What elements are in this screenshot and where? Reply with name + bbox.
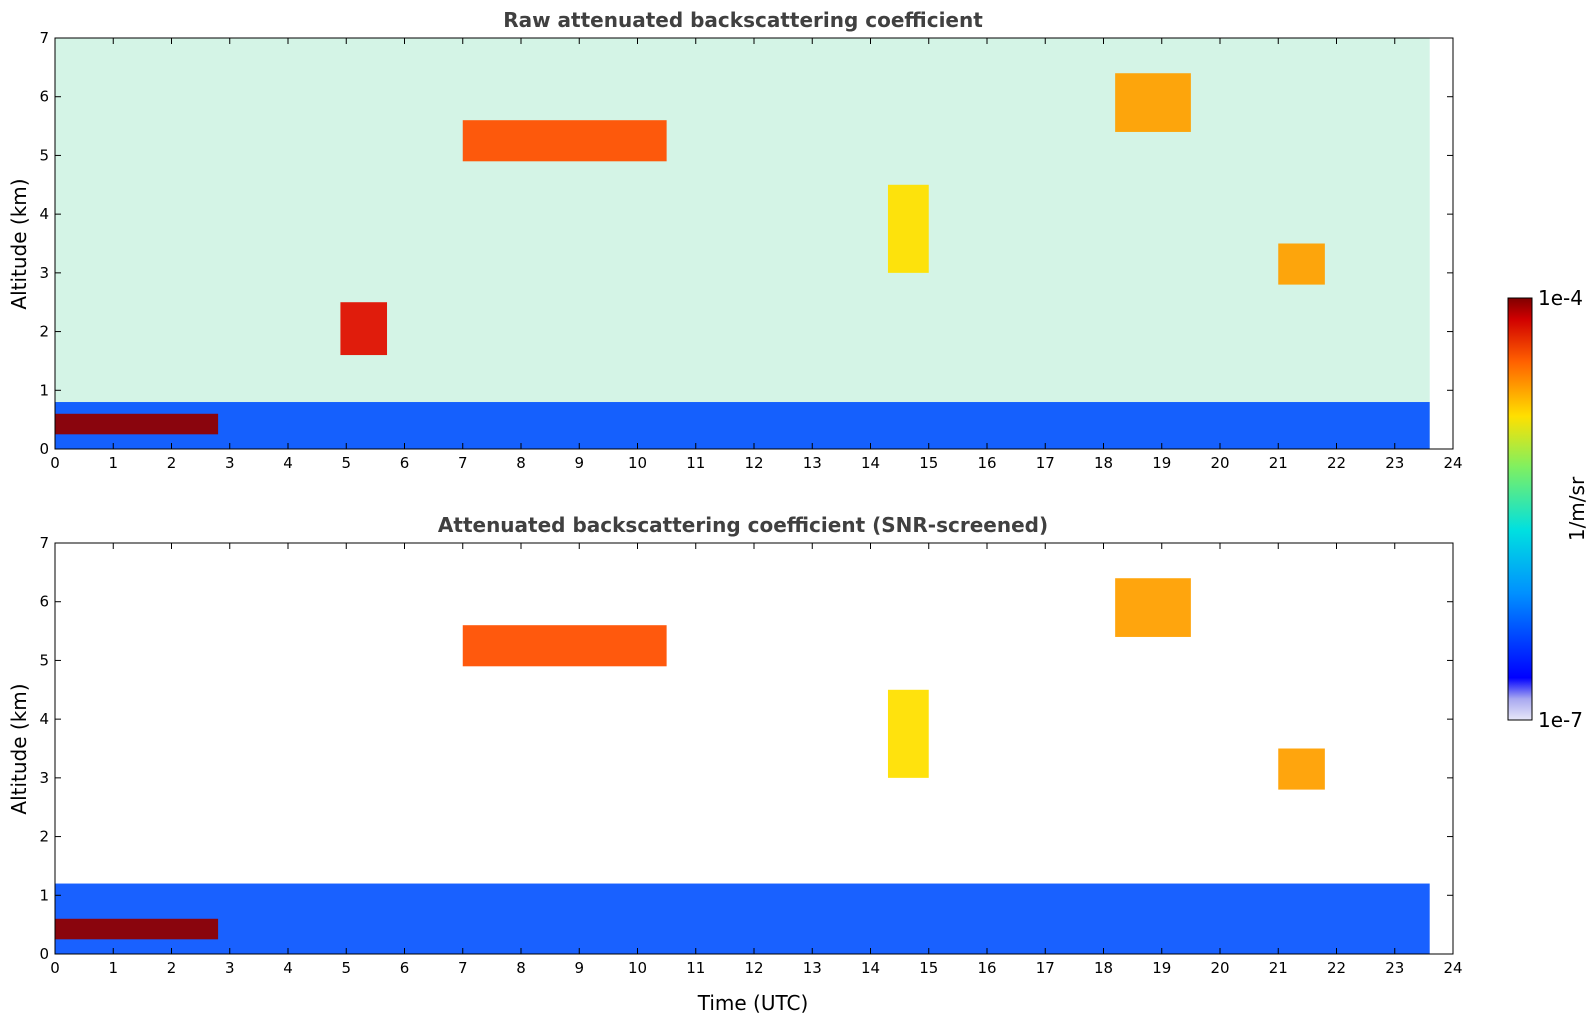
- x-tick-label: 18: [1094, 454, 1113, 472]
- x-tick-label: 0: [50, 454, 60, 472]
- x-tick-label: 7: [458, 959, 468, 977]
- x-tick-label: 5: [341, 454, 351, 472]
- x-tick-label: 19: [1152, 454, 1171, 472]
- panel-2-y-label: Altitude (km): [7, 683, 31, 814]
- x-tick-label: 9: [574, 959, 584, 977]
- panel-1-title: Raw attenuated backscattering coefficien…: [503, 8, 983, 32]
- y-tick-label: 3: [39, 264, 49, 282]
- heatmap-feature-cirrus: [887, 184, 929, 273]
- y-tick-label: 4: [39, 710, 49, 728]
- y-tick-label: 7: [39, 534, 49, 552]
- y-tick-label: 2: [39, 828, 49, 846]
- panel-1-y-axis: 0 1 2 3 4 5 6 7: [39, 29, 1453, 458]
- x-tick-label: 12: [744, 959, 763, 977]
- heatmap-feature-low-cloud: [55, 918, 219, 940]
- heatmap-feature-boundary-layer: [55, 402, 1430, 449]
- heatmap-feature-cirrus: [1278, 243, 1325, 285]
- x-tick-label: 21: [1269, 959, 1288, 977]
- x-tick-label: 21: [1269, 454, 1288, 472]
- x-tick-label: 6: [400, 959, 410, 977]
- x-tick-label: 22: [1327, 959, 1346, 977]
- x-tick-label: 22: [1327, 454, 1346, 472]
- panel-1-x-axis: 0 1 2 3 4 5 6 7 8 9 10 11 12 13 14 15 16 17 18 19 20 21 22 23 24: [50, 38, 1463, 472]
- y-tick-label: 6: [39, 88, 49, 106]
- x-tick-label: 24: [1443, 959, 1462, 977]
- heatmap-feature-cirrus: [462, 625, 667, 667]
- heatmap-feature-cirrus: [1115, 578, 1191, 637]
- x-tick-label: 20: [1210, 454, 1229, 472]
- colorbar-max-label: 1e-4: [1538, 286, 1583, 310]
- colorbar-min-label: 1e-7: [1538, 708, 1583, 732]
- heatmap-feature-mid-cloud: [340, 302, 388, 356]
- panel-2-heatmap: [55, 578, 1430, 954]
- x-tick-label: 24: [1443, 454, 1462, 472]
- y-tick-label: 3: [39, 769, 49, 787]
- heatmap-feature-cirrus: [462, 120, 667, 162]
- x-tick-label: 19: [1152, 959, 1171, 977]
- x-tick-label: 14: [861, 454, 880, 472]
- x-tick-label: 11: [686, 959, 705, 977]
- x-tick-label: 3: [225, 454, 235, 472]
- y-tick-label: 2: [39, 323, 49, 341]
- y-tick-label: 5: [39, 651, 49, 669]
- heatmap-feature-low-cloud: [55, 413, 219, 435]
- colorbar-gradient: [1507, 297, 1533, 721]
- x-tick-label: 0: [50, 959, 60, 977]
- x-tick-label: 6: [400, 454, 410, 472]
- x-tick-label: 10: [628, 454, 647, 472]
- panel-2-x-label: Time (UTC): [697, 991, 809, 1015]
- heatmap-feature-cirrus: [1115, 73, 1191, 132]
- panel-2-title: Attenuated backscattering coefficient (S…: [438, 513, 1048, 537]
- x-tick-label: 20: [1210, 959, 1229, 977]
- x-tick-label: 15: [919, 959, 938, 977]
- y-tick-label: 7: [39, 29, 49, 47]
- x-tick-label: 14: [861, 959, 880, 977]
- colorbar-unit-label: 1/m/sr: [1565, 476, 1589, 541]
- y-tick-label: 1: [39, 381, 49, 399]
- heatmap-feature-boundary-layer: [55, 883, 1430, 954]
- x-tick-label: 9: [574, 454, 584, 472]
- x-tick-label: 1: [108, 959, 118, 977]
- x-tick-label: 17: [1036, 454, 1055, 472]
- x-tick-label: 16: [977, 454, 996, 472]
- x-tick-label: 13: [803, 959, 822, 977]
- x-tick-label: 1: [108, 454, 118, 472]
- x-tick-label: 13: [803, 454, 822, 472]
- panel-2-x-axis: 0 1 2 3 4 5 6 7 8 9 10 11 12 13 14 15 16 17 18 19 20 21 22 23 24: [50, 543, 1463, 977]
- y-tick-label: 0: [39, 440, 49, 458]
- x-tick-label: 2: [167, 454, 177, 472]
- y-tick-label: 6: [39, 593, 49, 611]
- heatmap-feature-cirrus: [887, 689, 929, 778]
- x-tick-label: 17: [1036, 959, 1055, 977]
- x-tick-label: 16: [977, 959, 996, 977]
- x-tick-label: 3: [225, 959, 235, 977]
- panel-2-y-axis: 0 1 2 3 4 5 6 7: [39, 534, 1453, 963]
- y-tick-label: 5: [39, 146, 49, 164]
- heatmap-feature-cirrus: [1278, 748, 1325, 790]
- panel-raw: Raw attenuated backscattering coefficien…: [7, 8, 1463, 472]
- panel-screened: Attenuated backscattering coefficient (S…: [7, 513, 1463, 1015]
- x-tick-label: 7: [458, 454, 468, 472]
- raw-background-noise: [55, 38, 1430, 449]
- x-tick-label: 11: [686, 454, 705, 472]
- x-tick-label: 2: [167, 959, 177, 977]
- y-tick-label: 4: [39, 205, 49, 223]
- x-tick-label: 8: [516, 454, 526, 472]
- panel-1-y-label: Altitude (km): [7, 178, 31, 309]
- x-tick-label: 18: [1094, 959, 1113, 977]
- x-tick-label: 23: [1385, 959, 1404, 977]
- y-tick-label: 0: [39, 945, 49, 963]
- panel-1-heatmap: [55, 38, 1430, 449]
- x-tick-label: 4: [283, 959, 293, 977]
- colorbar: 1e-4 1e-7 1/m/sr: [1507, 286, 1589, 732]
- x-tick-label: 12: [744, 454, 763, 472]
- x-tick-label: 5: [341, 959, 351, 977]
- x-tick-label: 23: [1385, 454, 1404, 472]
- x-tick-label: 4: [283, 454, 293, 472]
- y-tick-label: 1: [39, 886, 49, 904]
- x-tick-label: 15: [919, 454, 938, 472]
- x-tick-label: 10: [628, 959, 647, 977]
- x-tick-label: 8: [516, 959, 526, 977]
